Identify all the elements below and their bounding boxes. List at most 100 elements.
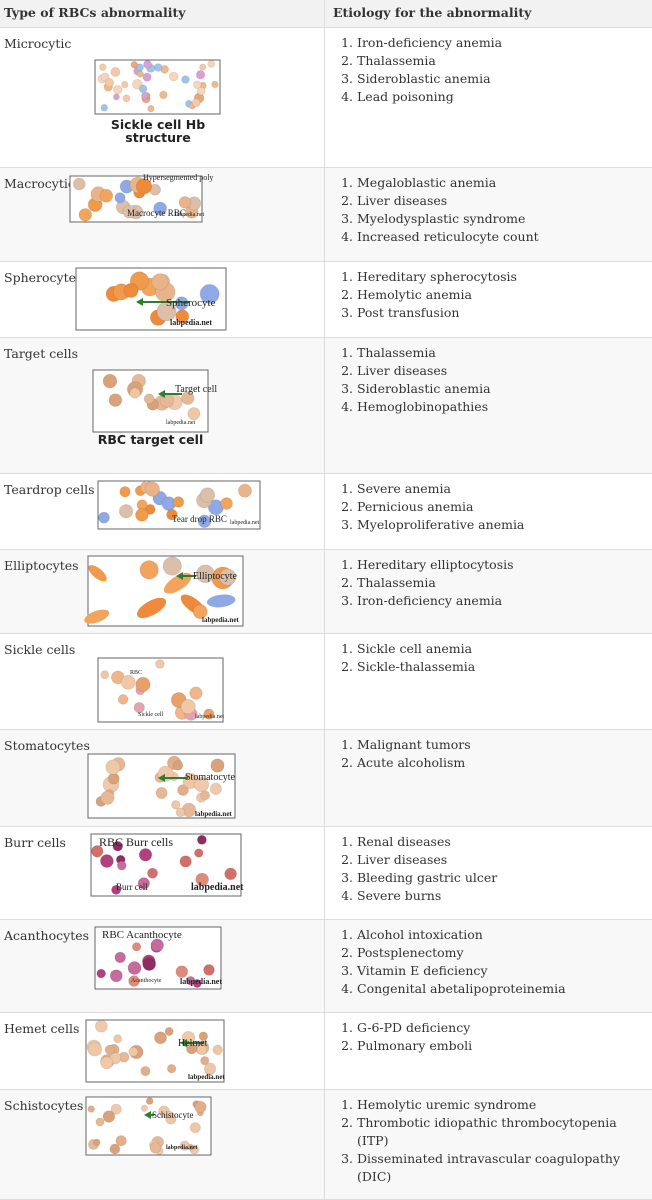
cell-shape <box>147 104 155 113</box>
cell-shape <box>195 564 215 584</box>
arrow-head <box>158 774 165 782</box>
arrow-head <box>176 572 183 580</box>
cell-shape <box>138 84 148 94</box>
etiology-item: Alcohol intoxication <box>357 926 647 944</box>
type-cell: Burr cells RBC Burr cells Burr cell labpedi… <box>0 827 325 919</box>
table-row: Target cells Target cell labpedia.net RBC t… <box>0 338 652 474</box>
header-cell: Type of RBCs abnormality <box>0 0 325 27</box>
image-label: labpedia.net <box>195 714 224 720</box>
type-cell: Stomatocytes Stomatocyte labpedia.net <box>0 730 325 826</box>
cell-shape <box>153 63 163 72</box>
cell-shape <box>187 406 201 421</box>
etiology-item: Thalassemia <box>357 574 647 592</box>
cell-shape <box>194 1100 207 1114</box>
cell-shape <box>136 597 167 619</box>
cell-shape <box>155 786 168 800</box>
cell-shape <box>199 283 220 304</box>
cell-shape <box>200 790 211 801</box>
table-row: Macrocytic Hypersegmented poly Macrocyte R… <box>0 168 652 262</box>
etiology-item: Disseminated intravascular coagulopathy … <box>357 1150 647 1186</box>
cell-shape <box>220 497 234 510</box>
cell-shape <box>142 72 152 82</box>
cell-shape <box>166 1110 174 1118</box>
cell-shape <box>104 1044 116 1056</box>
etiology-cell: Hereditary elliptocytosisThalassemiaIron… <box>326 550 652 633</box>
etiology-item: Vitamin E deficiency <box>357 962 647 980</box>
image-label: labpedia.net <box>175 212 204 218</box>
cell-shape <box>100 72 110 82</box>
cell-shape <box>212 1044 224 1056</box>
etiology-item: Renal diseases <box>357 833 647 851</box>
cell-shape <box>189 1122 201 1134</box>
cell-shape <box>137 877 151 890</box>
etiology-item: Bleeding gastric ulcer <box>357 869 647 887</box>
cell-shape <box>100 670 110 680</box>
cell-shape <box>196 86 206 96</box>
cell-shape <box>196 1044 208 1056</box>
etiology-item: Acute alcoholism <box>357 754 647 772</box>
cell-shape <box>102 373 118 389</box>
image-label: Elliptocyte <box>193 571 237 582</box>
etiology-item: Thalassemia <box>357 344 647 362</box>
image-label: RBC Burr cells <box>99 835 173 849</box>
cell-shape <box>122 94 131 103</box>
cell-shape <box>145 1097 154 1106</box>
type-name: Sickle cells <box>4 642 76 657</box>
etiology-list: Hereditary elliptocytosisThalassemiaIron… <box>332 556 647 610</box>
cell-shape <box>135 508 149 522</box>
type-cell: Macrocytic Hypersegmented poly Macrocyte R… <box>0 168 325 261</box>
cell-shape <box>114 192 126 204</box>
cell-shape <box>200 1055 210 1066</box>
cell-shape <box>120 674 136 690</box>
cell-shape <box>193 848 204 858</box>
cell-shape <box>162 556 182 576</box>
cell-image: Stomatocyte labpedia.net <box>87 753 236 819</box>
image-label: labpedia.net <box>180 977 222 986</box>
cell-shape <box>140 91 149 100</box>
table-row: Burr cells RBC Burr cells Burr cell labpedi… <box>0 827 652 920</box>
cell-shape <box>153 201 168 216</box>
cell-shape <box>140 1065 151 1077</box>
etiology-item: Sickle cell anemia <box>357 640 647 658</box>
etiology-item: G-6-PD deficiency <box>357 1019 647 1037</box>
image-label: Burr cell <box>116 882 148 892</box>
cell-shape <box>109 969 123 983</box>
type-cell: Schistocytes Schistocyte labpedia.net <box>0 1090 325 1199</box>
cell-shape <box>199 63 207 71</box>
etiology-list: G-6-PD deficiencyPulmonary emboli <box>332 1019 647 1055</box>
image-label: labpedia.net <box>191 882 244 893</box>
table-row: Schistocytes Schistocyte labpedia.net Hemol… <box>0 1090 652 1200</box>
etiology-list: Iron-deficiency anemiaThalassemiaSiderob… <box>332 34 647 106</box>
cell-shape <box>193 776 210 793</box>
cell-shape <box>78 207 93 222</box>
etiology-list: Hemolytic uremic syndromeThrombotic idio… <box>332 1096 647 1186</box>
etiology-item: Hereditary spherocytosis <box>357 268 647 286</box>
cell-shape <box>110 66 121 78</box>
type-name: Target cells <box>4 346 78 361</box>
cell-shape <box>87 1041 103 1057</box>
cell-shape <box>114 951 127 964</box>
cell-shape <box>164 1026 174 1037</box>
cell-shape <box>211 80 219 89</box>
cell-shape <box>218 568 237 586</box>
cell-shape <box>209 782 223 796</box>
image-label: Helmet <box>178 1038 208 1049</box>
cell-shape <box>128 1046 139 1057</box>
cell-image <box>94 59 221 115</box>
etiology-item: Post transfusion <box>357 304 647 322</box>
cell-shape <box>110 1103 122 1115</box>
type-name: Elliptocytes <box>4 558 79 573</box>
etiology-item: Thalassemia <box>357 52 647 70</box>
etiology-item: Liver diseases <box>357 192 647 210</box>
cell-shape <box>99 188 114 203</box>
cell-shape <box>149 1141 162 1154</box>
cell-shape <box>94 1019 108 1033</box>
etiology-item: Thrombotic idiopathic thrombocytopenia (… <box>357 1114 647 1150</box>
etiology-list: Renal diseasesLiver diseasesBleeding gas… <box>332 833 647 905</box>
etiology-item: Postsplenectomy <box>357 944 647 962</box>
type-name: Spherocytes <box>4 270 83 285</box>
cell-shape <box>143 59 152 69</box>
cell-shape <box>168 71 179 82</box>
cell-shape <box>95 1117 105 1127</box>
table-row: Spherocytes Spherocyte labpedia.net Heredit… <box>0 262 652 338</box>
